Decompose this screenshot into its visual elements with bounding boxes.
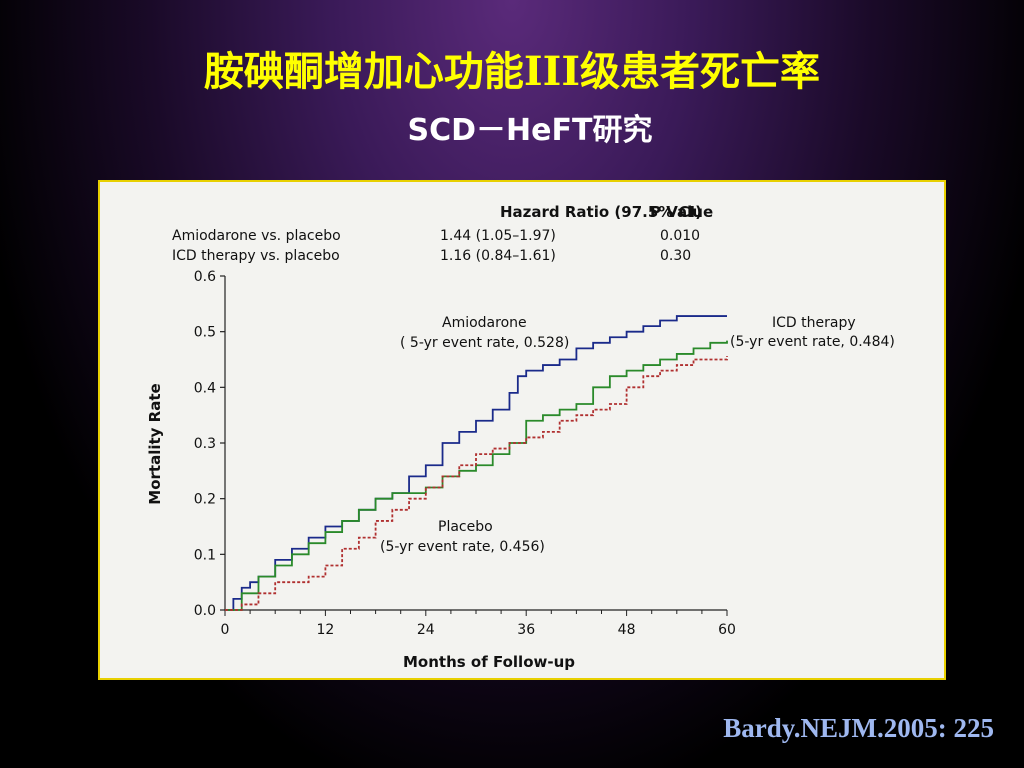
x-tick-label: 24: [417, 622, 435, 638]
series-line-placebo: [225, 356, 728, 611]
x-tick-label: 60: [718, 622, 736, 638]
survival-figure-panel: Hazard Ratio (97.5% CI) P Value Amiodaro…: [98, 180, 946, 680]
y-tick-label: 0.6: [194, 269, 216, 285]
y-tick-label: 0.5: [194, 325, 216, 341]
hr-row-label: Amiodarone vs. placebo: [172, 228, 341, 244]
annotation-amiodarone-rate: ( 5-yr event rate, 0.528): [400, 335, 569, 351]
p-value-header: P Value: [650, 203, 713, 221]
hr-row-p: 0.010: [660, 228, 700, 244]
series-line-amiodarone: [225, 315, 727, 611]
annotation-icd-rate: (5-yr event rate, 0.484): [730, 334, 895, 350]
y-tick-label: 0.3: [194, 436, 216, 452]
citation: Bardy.NEJM.2005: 225: [723, 713, 994, 743]
x-axis-title: Months of Follow-up: [403, 653, 575, 671]
x-tick-label: 36: [517, 622, 535, 638]
y-tick-label: 0.2: [194, 492, 216, 508]
chart-axes: 0.0 0.1 0.2 0.3 0.4 0.5 0.6 0 12 24 36 48 60: [194, 269, 736, 638]
x-tick-label: 48: [618, 622, 636, 638]
hr-row-value: 1.16 (0.84–1.61): [440, 248, 556, 264]
hr-row-p: 0.30: [660, 248, 691, 264]
y-tick-label: 0.4: [194, 380, 216, 396]
slide-title: 胺碘酮增加心功能III级患者死亡率: [203, 48, 821, 95]
y-axis-title: Mortality Rate: [146, 383, 164, 504]
y-tick-label: 0.1: [194, 547, 216, 563]
y-tick-label: 0.0: [194, 603, 216, 619]
mortality-chart: Hazard Ratio (97.5% CI) P Value Amiodaro…: [146, 203, 895, 671]
hr-row-value: 1.44 (1.05–1.97): [440, 228, 556, 244]
annotation-placebo-label: Placebo: [438, 519, 493, 535]
chart-series: [225, 315, 728, 611]
hr-row-label: ICD therapy vs. placebo: [172, 248, 340, 264]
annotation-amiodarone-label: Amiodarone: [442, 315, 527, 331]
hazard-ratio-header: Hazard Ratio (97.5% CI): [500, 203, 702, 221]
x-tick-label: 0: [221, 622, 230, 638]
slide-subtitle: SCD－HeFT研究: [407, 113, 653, 148]
annotation-icd-label: ICD therapy: [772, 315, 856, 331]
annotation-placebo-rate: (5-yr event rate, 0.456): [380, 539, 545, 555]
series-line-icd-therapy: [225, 340, 728, 611]
x-tick-label: 12: [316, 622, 334, 638]
